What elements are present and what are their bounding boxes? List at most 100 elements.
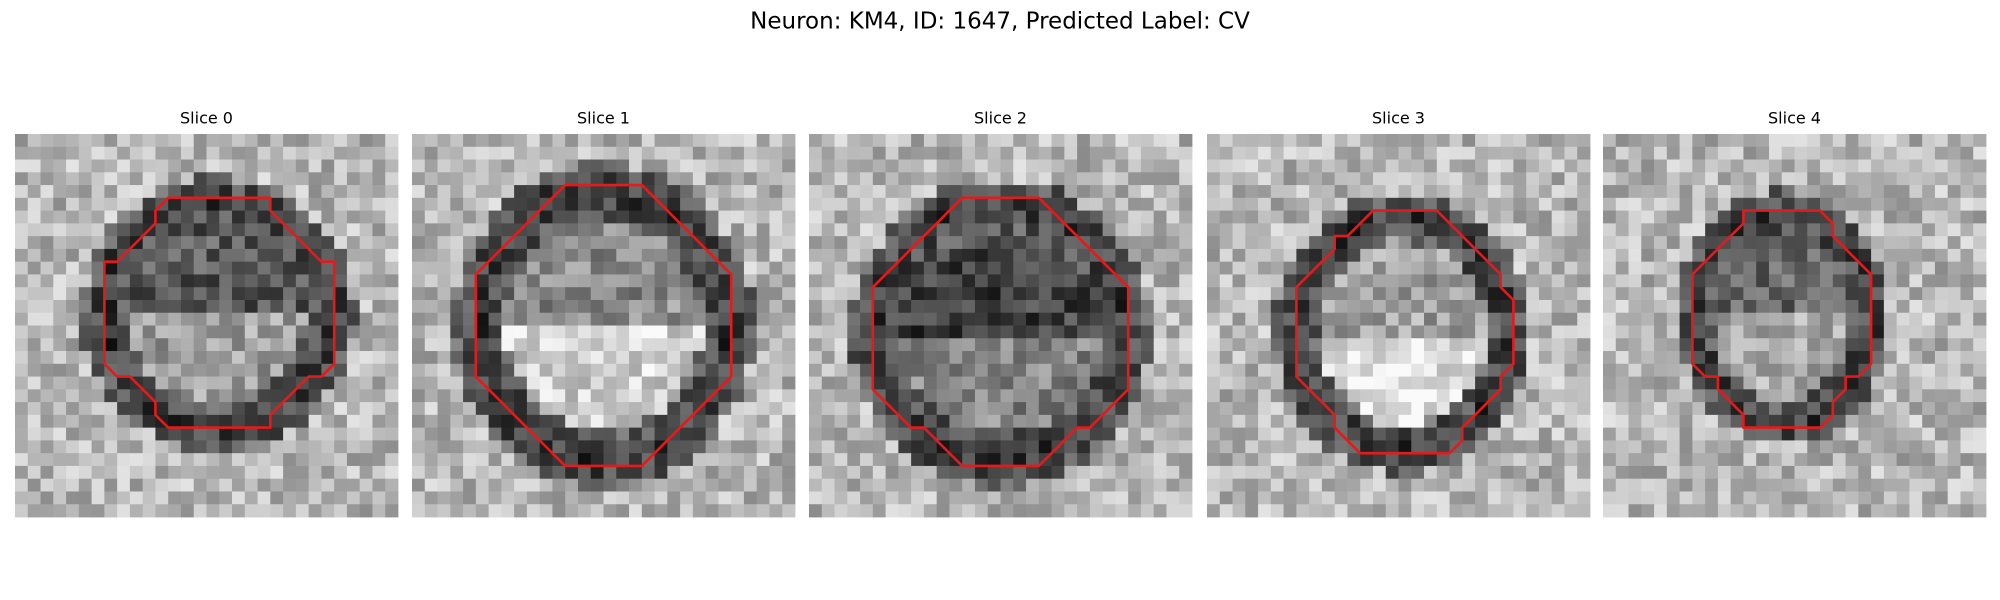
pixel [1026, 172, 1040, 186]
pixel [821, 389, 835, 403]
pixel [142, 146, 156, 160]
pixel [244, 440, 258, 454]
pixel [1347, 376, 1361, 390]
pixel [1038, 504, 1052, 518]
pixel [1794, 440, 1808, 454]
pixel [1219, 236, 1233, 250]
pixel [1360, 376, 1374, 390]
pixel [667, 465, 681, 480]
pixel [1232, 312, 1246, 326]
pixel [334, 236, 348, 250]
pixel [860, 453, 874, 467]
pixel [346, 248, 361, 263]
pixel [1564, 312, 1578, 326]
pixel [1334, 299, 1348, 314]
pixel [1411, 478, 1425, 492]
pixel [1372, 427, 1387, 441]
pixel [885, 427, 899, 441]
pixel [847, 261, 861, 275]
pixel [424, 197, 438, 211]
pixel [616, 465, 630, 480]
pixel [936, 134, 950, 148]
pixel [1500, 389, 1514, 403]
pixel [1807, 287, 1821, 301]
pixel [641, 261, 655, 275]
pixel [1207, 491, 1221, 505]
pixel [78, 146, 92, 160]
pixel [385, 440, 399, 454]
pixel [193, 261, 207, 275]
pixel [27, 261, 41, 275]
pixel [1768, 465, 1783, 480]
pixel [1219, 402, 1233, 416]
pixel [232, 146, 246, 160]
pixel [692, 465, 707, 480]
pixel [66, 478, 80, 492]
pixel [346, 146, 361, 160]
pixel [539, 185, 553, 199]
pixel [834, 172, 848, 186]
pixel [821, 440, 835, 454]
pixel [117, 134, 131, 148]
pixel [206, 504, 220, 518]
pixel [15, 478, 29, 492]
pixel [1309, 312, 1323, 326]
pixel [129, 325, 144, 339]
pixel [974, 427, 989, 441]
pixel [1462, 185, 1476, 199]
pixel [1462, 223, 1476, 237]
pixel [295, 440, 310, 454]
pixel [565, 236, 579, 250]
pixel [1245, 312, 1259, 326]
pixel [629, 427, 643, 441]
pixel [1140, 248, 1155, 263]
pixel [923, 236, 938, 250]
pixel [949, 134, 963, 148]
pixel [526, 172, 541, 186]
pixel [1794, 376, 1808, 390]
pixel [412, 338, 426, 352]
pixel [680, 274, 694, 288]
pixel [91, 491, 105, 505]
pixel [450, 389, 464, 403]
pixel [809, 312, 823, 326]
pixel [1140, 491, 1155, 505]
pixel [168, 146, 182, 160]
pixel [1219, 491, 1233, 505]
pixel [232, 376, 246, 390]
pixel [1947, 338, 1961, 352]
pixel [756, 351, 770, 365]
pixel [1692, 146, 1706, 160]
pixel [1845, 134, 1859, 148]
pixel [847, 338, 861, 352]
pixel [834, 363, 848, 377]
pixel [1475, 453, 1489, 467]
pixel [1398, 312, 1412, 326]
pixel [1064, 197, 1078, 211]
pixel [257, 427, 271, 441]
pixel [1115, 172, 1129, 186]
pixel [232, 491, 246, 505]
pixel [283, 134, 297, 148]
pixel [565, 248, 579, 263]
pixel [1947, 427, 1961, 441]
pixel [1743, 210, 1757, 224]
pixel [949, 299, 963, 314]
pixel [936, 325, 950, 339]
pixel [244, 261, 258, 275]
pixel [1603, 274, 1617, 288]
pixel [424, 440, 438, 454]
pixel [974, 274, 989, 288]
pixel [1487, 236, 1502, 250]
pixel [1500, 223, 1514, 237]
pixel [1258, 478, 1272, 492]
pixel [1128, 363, 1142, 377]
pixel [283, 402, 297, 416]
pixel [1000, 363, 1014, 377]
pixel [283, 351, 297, 365]
pixel [885, 197, 899, 211]
pixel [78, 427, 92, 441]
pixel [1679, 504, 1693, 518]
pixel [1321, 338, 1336, 352]
pixel [168, 236, 182, 250]
